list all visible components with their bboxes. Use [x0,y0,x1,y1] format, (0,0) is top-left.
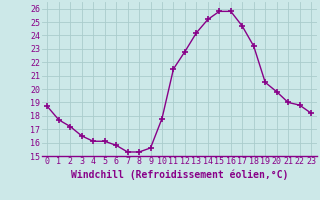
X-axis label: Windchill (Refroidissement éolien,°C): Windchill (Refroidissement éolien,°C) [70,169,288,180]
